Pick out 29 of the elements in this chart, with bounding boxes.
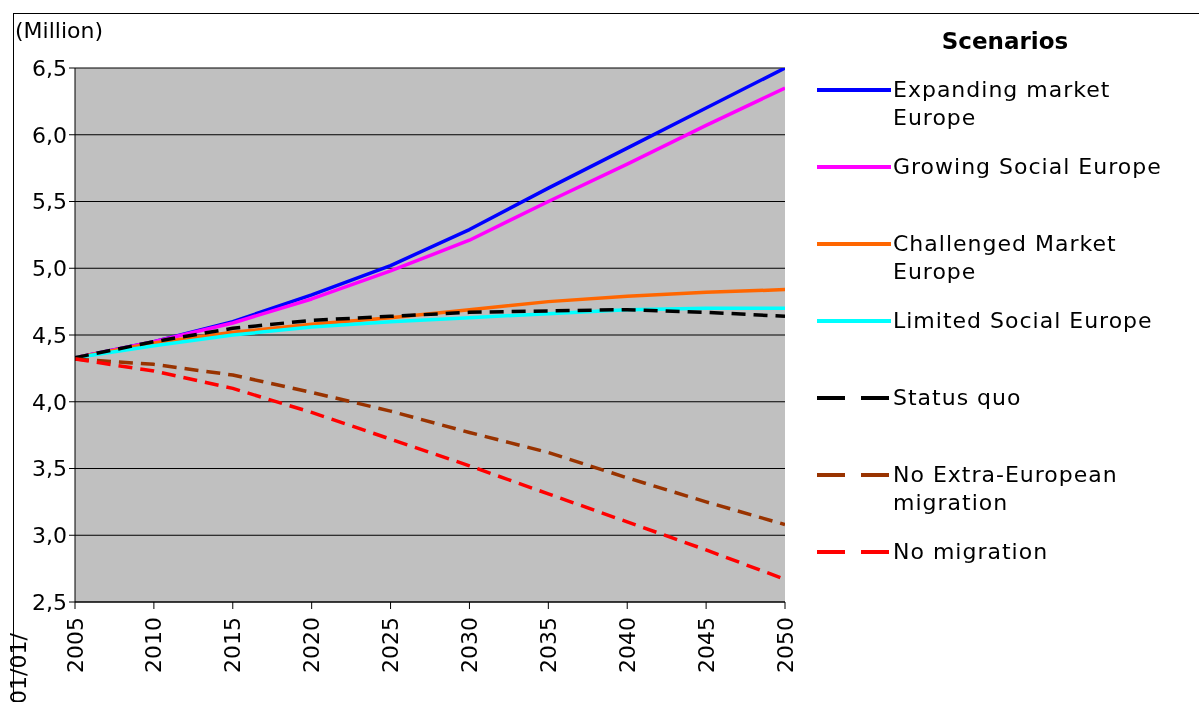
y-tick-label: 5,0 [32, 256, 67, 282]
legend-label: No migration [893, 538, 1050, 566]
x-tick-label: 2050 [772, 617, 798, 673]
x-tick-label: 2030 [456, 617, 482, 673]
legend-title: Scenarios [940, 28, 1070, 54]
legend-label: Expanding market Europe [893, 76, 1112, 132]
x-tick-label: 2025 [378, 617, 404, 673]
legend-label: Challenged Market Europe [893, 230, 1118, 286]
y-axis-title: (Million) [15, 18, 103, 43]
y-tick-label: 6,5 [32, 55, 67, 81]
legend-label: Growing Social Europe [893, 153, 1163, 181]
x-tick-label: 2010 [141, 617, 167, 673]
y-tick-label: 3,5 [32, 456, 67, 482]
y-tick-label: 2,5 [32, 589, 67, 615]
x-tick-label: 2020 [299, 617, 325, 673]
x-tick-label: 2005 [62, 617, 88, 673]
x-tick-label: 2045 [693, 617, 719, 673]
x-tick-label: 2015 [220, 617, 246, 673]
y-tick-label: 4,0 [32, 389, 67, 415]
y-tick-label: 5,5 [32, 189, 67, 215]
x-tick-label: 2035 [535, 617, 561, 673]
y-tick-label: 4,5 [32, 322, 67, 348]
x-tick-label: 2040 [614, 617, 640, 673]
legend-label: Status quo [893, 384, 1023, 412]
text: 01/01/ [6, 633, 31, 702]
y-tick-label: 3,0 [32, 523, 67, 549]
legend-label: No Extra-European migration [893, 461, 1119, 517]
y-tick-label: 6,0 [32, 122, 67, 148]
legend-label: Limited Social Europe [893, 307, 1154, 335]
